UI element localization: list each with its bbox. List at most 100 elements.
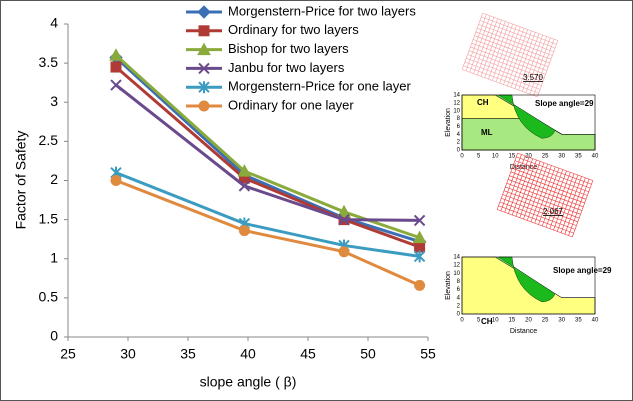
grid-hatch <box>499 201 576 230</box>
grid-hatch <box>502 194 578 223</box>
grid-hatch <box>538 168 560 225</box>
grid-hatch <box>511 158 533 216</box>
y-tick-label: 2 <box>50 171 58 187</box>
grid-hatch <box>560 176 582 233</box>
grid-hatch <box>497 209 573 238</box>
inset-y-tick-label: 2 <box>457 303 461 309</box>
inset-x-tick-label: 15 <box>509 154 516 160</box>
grid-hatch <box>465 14 487 71</box>
layer-label: ML <box>481 128 493 137</box>
inset-x-tick-label: 20 <box>525 318 532 324</box>
grid-hatch <box>557 174 579 232</box>
legend-label: Bishop for two layers <box>228 41 349 56</box>
layer-label: CH <box>481 317 493 326</box>
y-tick-label: 0.5 <box>39 289 59 305</box>
y-axis-title: Factor of Safety <box>13 131 29 230</box>
grid-hatch <box>522 34 544 92</box>
inset-y-tick-label: 10 <box>453 271 460 277</box>
grid-hatch <box>533 39 555 96</box>
series-line <box>115 179 421 287</box>
grid-hatch <box>463 65 539 94</box>
grid-hatch <box>473 17 495 74</box>
inset-x-tick-label: 25 <box>542 154 549 160</box>
grid-hatch <box>484 21 506 78</box>
grid-hatch <box>503 28 525 85</box>
inset-x-tick-label: 0 <box>460 154 464 160</box>
grid-hatch <box>530 165 552 222</box>
grid-hatch <box>503 190 580 219</box>
legend-marker <box>198 25 210 37</box>
slope-label: Slope angle=29 <box>535 99 594 108</box>
marker <box>238 225 250 237</box>
grid-hatch <box>568 179 590 236</box>
grid-hatch <box>515 159 537 217</box>
y-tick-label: 4 <box>50 15 58 31</box>
inset-x-tick-label: 35 <box>575 318 582 324</box>
inset-y-tick-label: 2 <box>457 140 461 146</box>
plot-frame <box>461 256 596 315</box>
grid-hatch <box>541 169 564 227</box>
x-tick-label: 25 <box>60 346 76 362</box>
grid-hatch <box>529 37 551 95</box>
marker <box>412 230 427 244</box>
grid-hatch <box>545 170 567 228</box>
inset-y-tick-label: 6 <box>457 287 461 293</box>
marker <box>110 61 122 73</box>
series-line <box>115 83 420 222</box>
inset-y-tick-label: 4 <box>457 132 461 138</box>
x-tick-label: 50 <box>360 346 376 362</box>
grid-hatch <box>523 162 545 220</box>
inset-x-tick-label: 0 <box>460 318 464 324</box>
y-tick-label: 0 <box>50 328 58 344</box>
inset-y-tick-label: 6 <box>457 124 461 130</box>
inset-y-tick-label: 14 <box>453 255 460 261</box>
grid-hatch <box>466 57 542 86</box>
factor-of-safety: 3.570 <box>523 73 544 82</box>
inset-x-tick-label: 35 <box>575 154 582 160</box>
inset-x-tick-label: 25 <box>542 318 549 324</box>
grid-hatch <box>508 157 530 214</box>
y-tick-label: 3 <box>50 93 58 109</box>
legend-marker <box>198 81 210 94</box>
slip-mass <box>495 257 562 302</box>
inset-x-tick-label: 5 <box>477 154 481 160</box>
inset-y-title: Elevation <box>445 271 452 300</box>
marker <box>110 175 122 186</box>
series-line <box>115 171 420 258</box>
legend-marker <box>197 5 211 19</box>
grid-hatch <box>519 161 541 218</box>
grid-hatch <box>495 25 517 82</box>
grid-hatch <box>498 205 574 234</box>
inset-x-tick-label: 30 <box>558 318 565 324</box>
grid-hatch <box>501 197 577 226</box>
factor-of-safety: 2.067 <box>543 207 564 216</box>
legend-label: Morgenstern-Price for one layer <box>228 79 411 94</box>
y-tick-label: 3.5 <box>39 54 59 70</box>
plot-frame <box>461 94 596 151</box>
legend-marker <box>198 62 210 75</box>
legend-marker <box>197 42 211 56</box>
grid-hatch <box>496 153 518 210</box>
slip-grid <box>461 12 559 98</box>
grid-hatch <box>526 163 549 221</box>
inset-y-tick-label: 10 <box>453 108 460 114</box>
marker <box>413 250 426 263</box>
grid-hatch <box>462 69 538 98</box>
slope-label: Slope angle=29 <box>553 266 612 275</box>
grid-hatch <box>468 50 545 79</box>
legend-label: Ordinary for two layers <box>228 22 359 37</box>
inset-y-tick-label: 12 <box>453 263 460 269</box>
inset-x-tick-label: 40 <box>592 154 599 160</box>
grid-hatch <box>572 180 594 237</box>
x-axis-title: slope angle ( β) <box>200 374 297 390</box>
marker <box>110 79 122 91</box>
series-line <box>115 65 421 249</box>
layer-label: CH <box>477 98 489 107</box>
inset-x-tick-label: 20 <box>525 154 532 160</box>
marker <box>414 279 426 291</box>
marker <box>338 246 350 258</box>
x-tick-label: 30 <box>120 346 136 362</box>
grid-hatch <box>564 177 586 235</box>
grid-hatch <box>469 15 491 73</box>
grid-hatch <box>514 32 536 89</box>
